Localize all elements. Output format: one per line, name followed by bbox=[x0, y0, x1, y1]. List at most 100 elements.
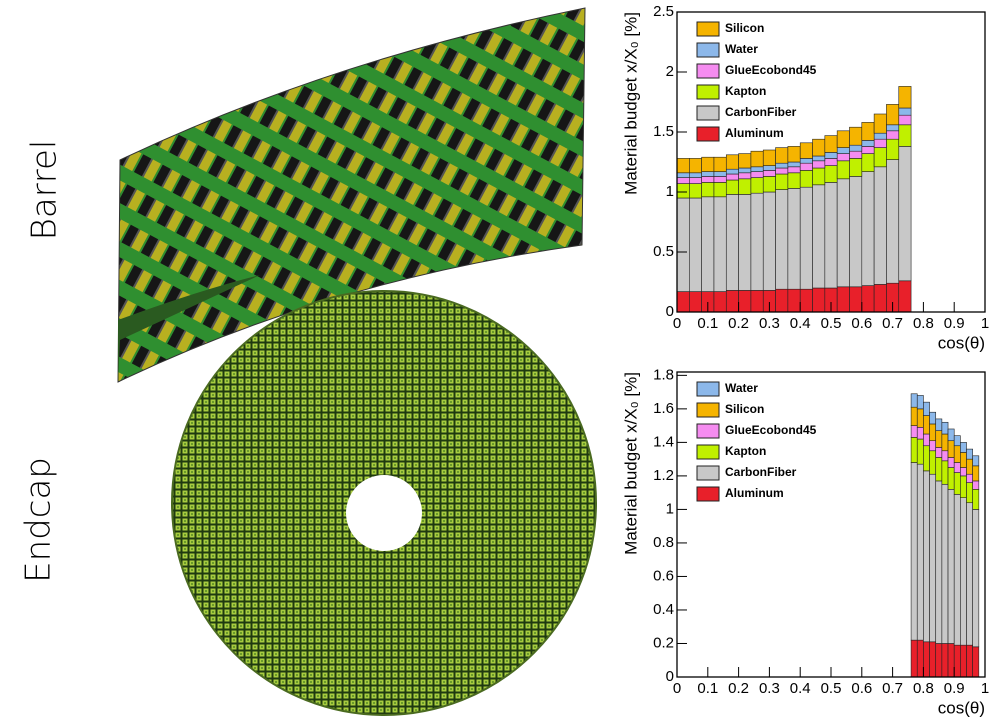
bar-segment bbox=[800, 289, 812, 312]
y-tick-label: 0.4 bbox=[653, 601, 674, 618]
y-axis-label: Material budget x/X₀ [%] bbox=[621, 12, 640, 195]
bar-segment bbox=[936, 419, 942, 431]
bar-segment bbox=[751, 178, 763, 194]
bar-segment bbox=[973, 466, 979, 481]
legend-swatch bbox=[697, 466, 719, 480]
bar-segment bbox=[942, 461, 948, 484]
bar-segment bbox=[776, 190, 788, 290]
x-tick-label: 0.8 bbox=[913, 680, 934, 697]
bar-segment bbox=[702, 182, 714, 196]
bar-segment bbox=[899, 86, 911, 108]
bar-segment bbox=[677, 198, 689, 292]
bar-segment bbox=[973, 509, 979, 646]
bar-segment bbox=[911, 640, 917, 677]
legend-swatch bbox=[697, 64, 719, 78]
bar-segment bbox=[763, 170, 775, 176]
y-tick-label: 0.8 bbox=[653, 534, 674, 551]
x-tick-label: 0.9 bbox=[944, 315, 965, 332]
bar-segment bbox=[923, 642, 929, 677]
bar-segment bbox=[726, 194, 738, 290]
bar-segment bbox=[948, 457, 954, 467]
bar-segment bbox=[849, 287, 861, 312]
bar-segment bbox=[788, 289, 800, 312]
bar-segment bbox=[726, 180, 738, 194]
bar-segment bbox=[930, 451, 936, 474]
bar-segment bbox=[739, 154, 751, 168]
bar-segment bbox=[973, 489, 979, 509]
bar-segment bbox=[800, 158, 812, 163]
bar-segment bbox=[849, 158, 861, 176]
bar-segment bbox=[714, 172, 726, 177]
bar-segment bbox=[825, 136, 837, 153]
legend-label: Water bbox=[725, 381, 758, 395]
bar-segment bbox=[800, 187, 812, 289]
bar-segment bbox=[886, 125, 898, 131]
bar-segment bbox=[714, 197, 726, 292]
bar-segment bbox=[862, 140, 874, 146]
bar-segment bbox=[837, 154, 849, 161]
legend-swatch bbox=[697, 85, 719, 99]
bar-segment bbox=[825, 182, 837, 288]
bar-segment bbox=[689, 184, 701, 198]
bar-segment bbox=[689, 198, 701, 292]
bar-segment bbox=[862, 286, 874, 312]
bar-segment bbox=[677, 292, 689, 312]
bar-segment bbox=[973, 456, 979, 466]
y-tick-label: 0.2 bbox=[653, 634, 674, 651]
bar-segment bbox=[936, 643, 942, 677]
bar-segment bbox=[776, 168, 788, 174]
bar-segment bbox=[726, 169, 738, 174]
bar-segment bbox=[923, 416, 929, 434]
bar-segment bbox=[917, 395, 923, 408]
barrel-label: Barrel bbox=[25, 140, 65, 241]
legend-swatch bbox=[697, 445, 719, 459]
bar-segment bbox=[751, 151, 763, 167]
bar-segment bbox=[763, 176, 775, 192]
y-tick-label: 1.2 bbox=[653, 467, 674, 484]
bar-segment bbox=[702, 172, 714, 177]
bar-segment bbox=[751, 172, 763, 178]
bar-segment bbox=[788, 146, 800, 162]
bar-segment bbox=[936, 481, 942, 644]
bar-segment bbox=[776, 148, 788, 164]
bar-segment bbox=[967, 474, 973, 482]
x-tick-label: 0.2 bbox=[728, 680, 749, 697]
bar-segment bbox=[788, 162, 800, 167]
bar-segment bbox=[923, 471, 929, 642]
bar-segment bbox=[874, 148, 886, 167]
bar-segment bbox=[917, 439, 923, 464]
bar-segment bbox=[948, 429, 954, 441]
bar-segment bbox=[967, 449, 973, 459]
x-axis-label: cos(θ) bbox=[938, 698, 985, 717]
legend-swatch bbox=[697, 127, 719, 141]
x-tick-label: 0.6 bbox=[851, 680, 872, 697]
y-tick-label: 0.6 bbox=[653, 567, 674, 584]
x-tick-label: 1 bbox=[981, 680, 989, 697]
bar-segment bbox=[739, 179, 751, 195]
bar-segment bbox=[967, 483, 973, 503]
bar-segment bbox=[751, 290, 763, 312]
bar-segment bbox=[942, 484, 948, 643]
bar-segment bbox=[874, 284, 886, 312]
bar-segment bbox=[960, 442, 966, 452]
bar-segment bbox=[899, 146, 911, 280]
bar-segment bbox=[776, 163, 788, 168]
bar-segment bbox=[911, 407, 917, 425]
x-tick-label: 0.2 bbox=[728, 315, 749, 332]
legend-label: Kapton bbox=[725, 444, 766, 458]
bar-segment bbox=[862, 172, 874, 286]
bar-segment bbox=[954, 645, 960, 677]
legend-label: Aluminum bbox=[725, 486, 784, 500]
bar-segment bbox=[849, 145, 861, 151]
bar-segment bbox=[917, 640, 923, 677]
bar-segment bbox=[948, 468, 954, 490]
x-tick-label: 0 bbox=[673, 680, 681, 697]
bar-segment bbox=[849, 127, 861, 145]
bar-segment bbox=[936, 447, 942, 457]
legend-label: Silicon bbox=[725, 21, 764, 35]
bar-segment bbox=[948, 489, 954, 643]
legend-swatch bbox=[697, 43, 719, 57]
bar-segment bbox=[751, 193, 763, 290]
bar-segment bbox=[677, 158, 689, 172]
x-tick-label: 0.9 bbox=[944, 680, 965, 697]
